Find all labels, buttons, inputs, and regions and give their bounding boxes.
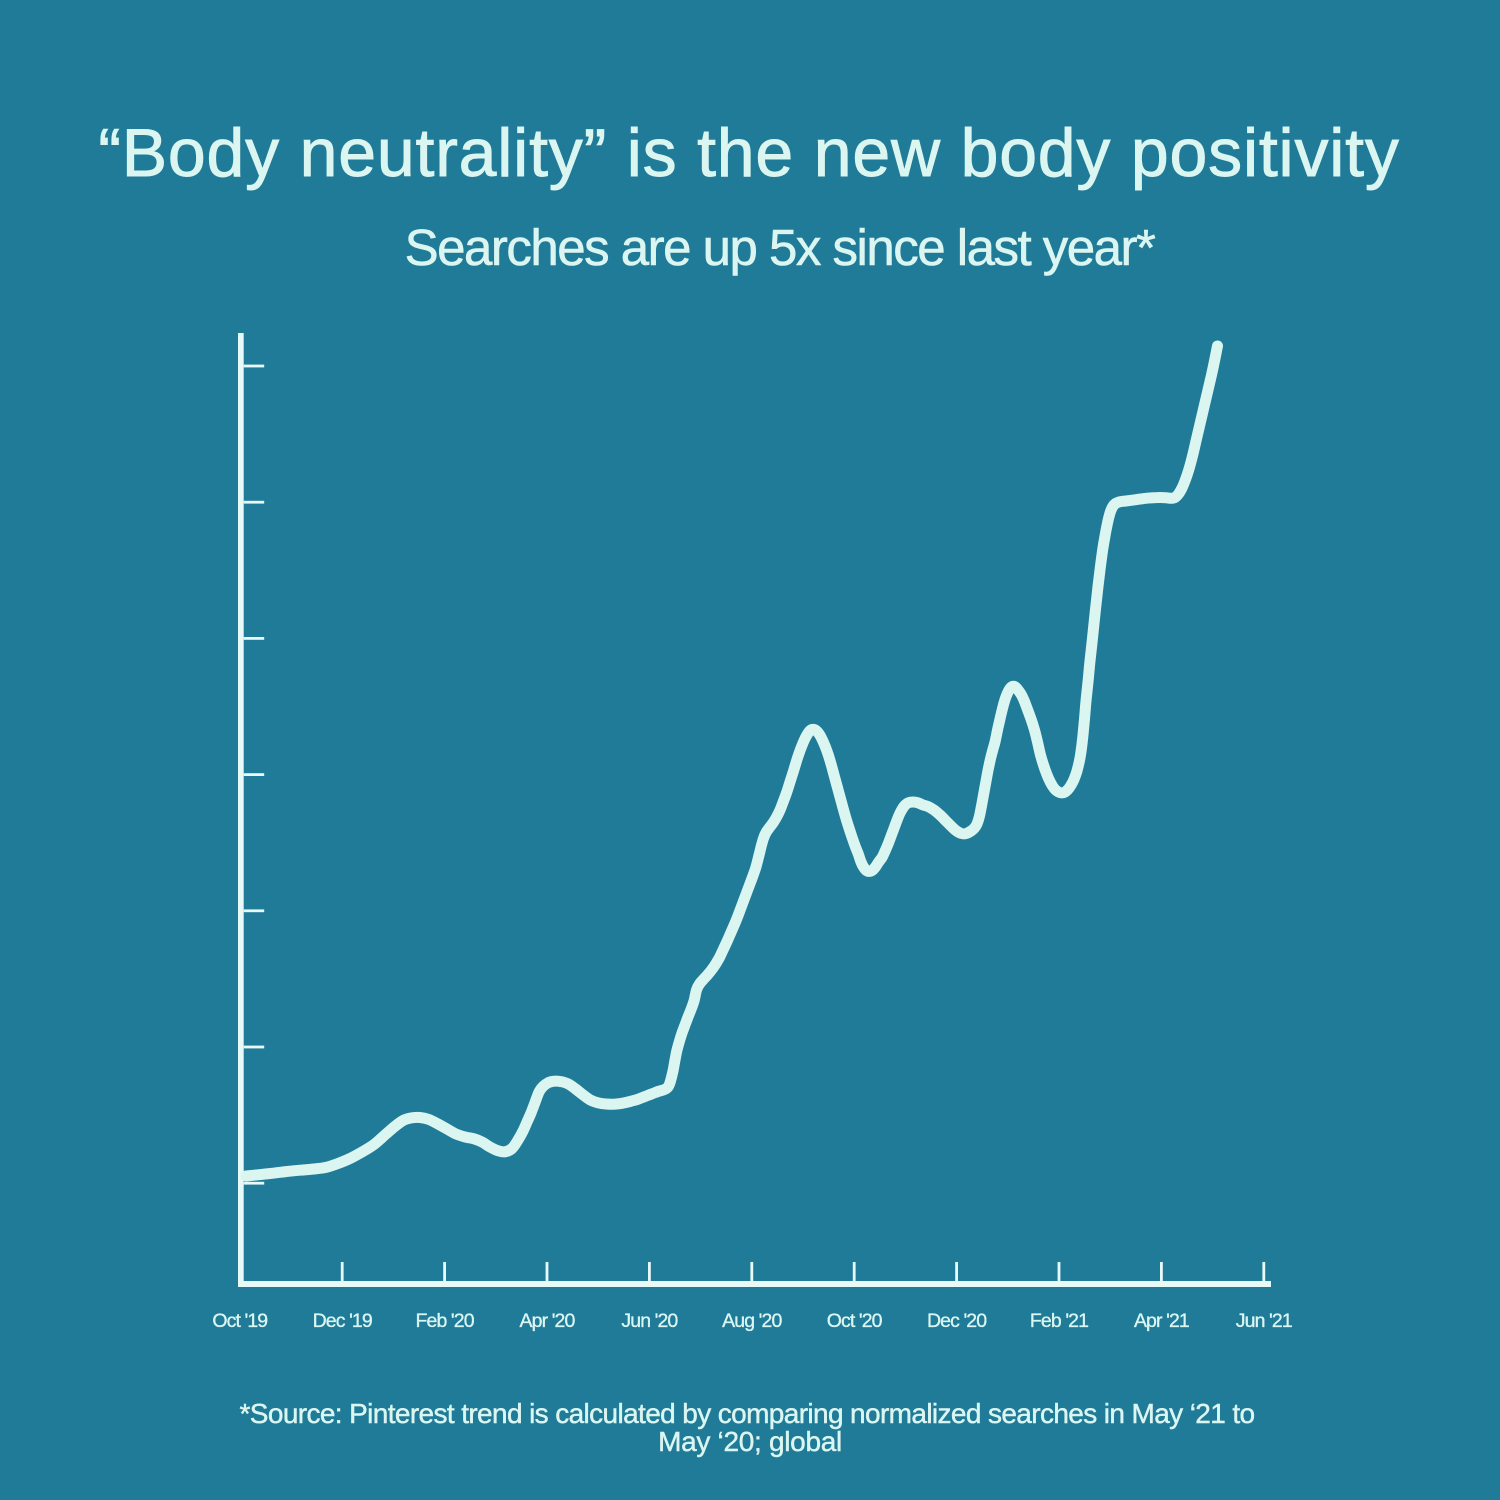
svg-text:Jun '20: Jun '20 (621, 1310, 678, 1332)
svg-text:Dec '19: Dec '19 (313, 1310, 372, 1332)
svg-text:Feb '20: Feb '20 (416, 1310, 475, 1332)
svg-text:May ‘20; global: May ‘20; global (658, 1426, 842, 1457)
svg-text:Feb '21: Feb '21 (1030, 1310, 1088, 1332)
svg-text:Aug '20: Aug '20 (722, 1310, 782, 1332)
svg-text:Apr '20: Apr '20 (520, 1310, 576, 1332)
svg-text:Jun '21: Jun '21 (1236, 1310, 1292, 1332)
svg-text:Dec '20: Dec '20 (927, 1310, 987, 1332)
svg-text:“Body neutrality” is the new b: “Body neutrality” is the new body positi… (98, 115, 1399, 191)
svg-text:Oct '19: Oct '19 (212, 1310, 267, 1332)
svg-text:Searches are up 5x since last: Searches are up 5x since last year* (405, 219, 1156, 276)
svg-text:Apr '21: Apr '21 (1134, 1310, 1189, 1332)
svg-text:Oct '20: Oct '20 (827, 1310, 883, 1332)
svg-text:*Source: Pinterest trend is ca: *Source: Pinterest trend is calculated b… (240, 1398, 1255, 1429)
